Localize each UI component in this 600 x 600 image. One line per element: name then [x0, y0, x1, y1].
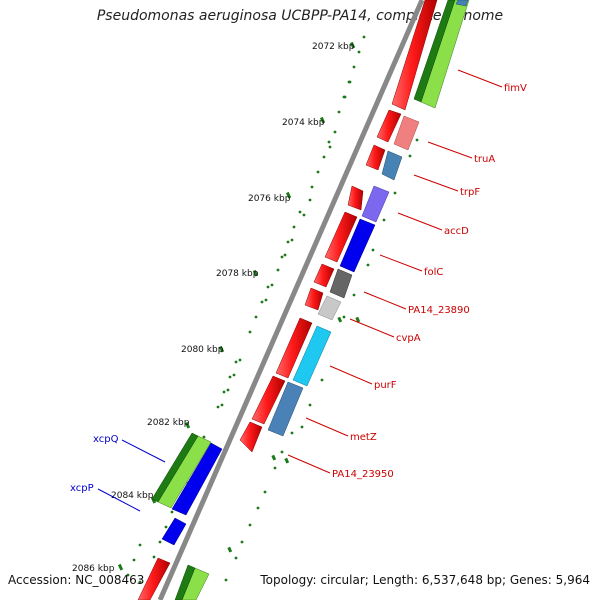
leader-line: [121, 439, 166, 463]
leader-line: [287, 454, 331, 474]
gene-label[interactable]: metZ: [350, 432, 377, 443]
topology-text: Topology: circular; Length: 6,537,648 bp…: [260, 573, 590, 587]
kbp-label: 2072 kbp: [312, 42, 355, 52]
gene-label[interactable]: PA14_23950: [332, 469, 394, 480]
kbp-dots-outer: [138, 35, 366, 584]
trpF-cds[interactable]: [381, 150, 403, 181]
truA-cds[interactable]: [393, 115, 420, 151]
gene-label[interactable]: cvpA: [396, 333, 421, 344]
xcpP-cds[interactable]: [171, 442, 223, 516]
accD-cds[interactable]: [361, 185, 390, 223]
kbp-tick-major: [117, 563, 124, 571]
fimV-cds-dark[interactable]: [413, 0, 456, 103]
leader-line: [413, 174, 459, 192]
cvpA-cds[interactable]: [317, 295, 342, 321]
cds-arrow[interactable]: [376, 109, 402, 143]
leader-line: [397, 212, 443, 231]
kbp-label: 2076 kbp: [248, 194, 291, 204]
label-leaders: [97, 69, 503, 512]
cds-arrow[interactable]: [365, 144, 386, 171]
leader-line: [305, 417, 349, 437]
leader-line: [349, 318, 395, 338]
kbp-label: 2086 kbp: [72, 564, 115, 574]
genome-backbone: [157, 0, 425, 600]
kbp-label: 2074 kbp: [282, 118, 325, 128]
cds-arrow[interactable]: [275, 317, 313, 379]
leader-line: [363, 291, 407, 310]
gene-label[interactable]: folC: [424, 267, 443, 278]
leader-line: [97, 488, 141, 512]
gene-label[interactable]: PA14_23890: [408, 305, 470, 316]
kbp-label: 2082 kbp: [147, 418, 190, 428]
cds-arrow[interactable]: [239, 421, 263, 453]
green-cds-bottom-dark[interactable]: [174, 564, 196, 600]
PA14_23890-cds[interactable]: [329, 268, 353, 299]
gene-label[interactable]: fimV: [504, 83, 527, 94]
cds-arrow[interactable]: [391, 0, 438, 111]
purF-cds[interactable]: [292, 325, 332, 387]
map-title: Pseudomonas aeruginosa UCBPP-PA14, compl…: [96, 8, 504, 24]
metZ-cds[interactable]: [267, 381, 304, 437]
cds-arrow[interactable]: [324, 211, 358, 263]
gene-labels-right: fimV truA trpF accD folC PA14_23890 cvpA…: [332, 83, 527, 480]
top-blue-cds[interactable]: [455, 0, 469, 7]
xcpQ-cds-dark[interactable]: [151, 432, 199, 503]
gene-label[interactable]: xcpP: [70, 483, 94, 494]
gene-label[interactable]: truA: [474, 154, 495, 165]
gene-label[interactable]: accD: [444, 226, 469, 237]
leader-line: [457, 69, 503, 88]
cds-arrow[interactable]: [347, 185, 364, 211]
kbp-dots-inner: [126, 80, 352, 577]
gene-label[interactable]: trpF: [460, 187, 480, 198]
cds-arrow[interactable]: [251, 375, 286, 425]
cds-arrow[interactable]: [304, 287, 324, 311]
folC-cds[interactable]: [339, 218, 376, 273]
leader-line: [427, 141, 473, 159]
kbp-tick-major: [319, 116, 326, 124]
leader-line: [329, 365, 373, 385]
leader-line: [379, 254, 423, 272]
kbp-scale: [117, 35, 439, 584]
cds-arrow[interactable]: [137, 557, 171, 600]
gene-label[interactable]: purF: [374, 380, 397, 391]
kbp-tick-major: [252, 269, 259, 277]
cds-track-red: [137, 0, 438, 600]
cds-track-colored: [151, 0, 470, 600]
kbp-label: 2080 kbp: [181, 345, 224, 355]
kbp-label: 2078 kbp: [216, 269, 259, 279]
kbp-tick-major: [184, 421, 191, 429]
kbp-labels: 2072 kbp 2074 kbp 2076 kbp 2078 kbp 2080…: [72, 42, 355, 574]
kbp-label: 2084 kbp: [111, 491, 154, 501]
kbp-tick-major: [218, 345, 225, 353]
cds-arrow[interactable]: [313, 263, 335, 288]
gene-label[interactable]: xcpQ: [93, 434, 119, 445]
kbp-tick-major: [349, 41, 356, 49]
kbp-tick-major: [285, 191, 292, 199]
accession-text: Accession: NC_008463: [8, 573, 145, 587]
gene-labels-left: xcpQ xcpP: [70, 434, 119, 494]
blue-cds-small[interactable]: [161, 517, 187, 546]
